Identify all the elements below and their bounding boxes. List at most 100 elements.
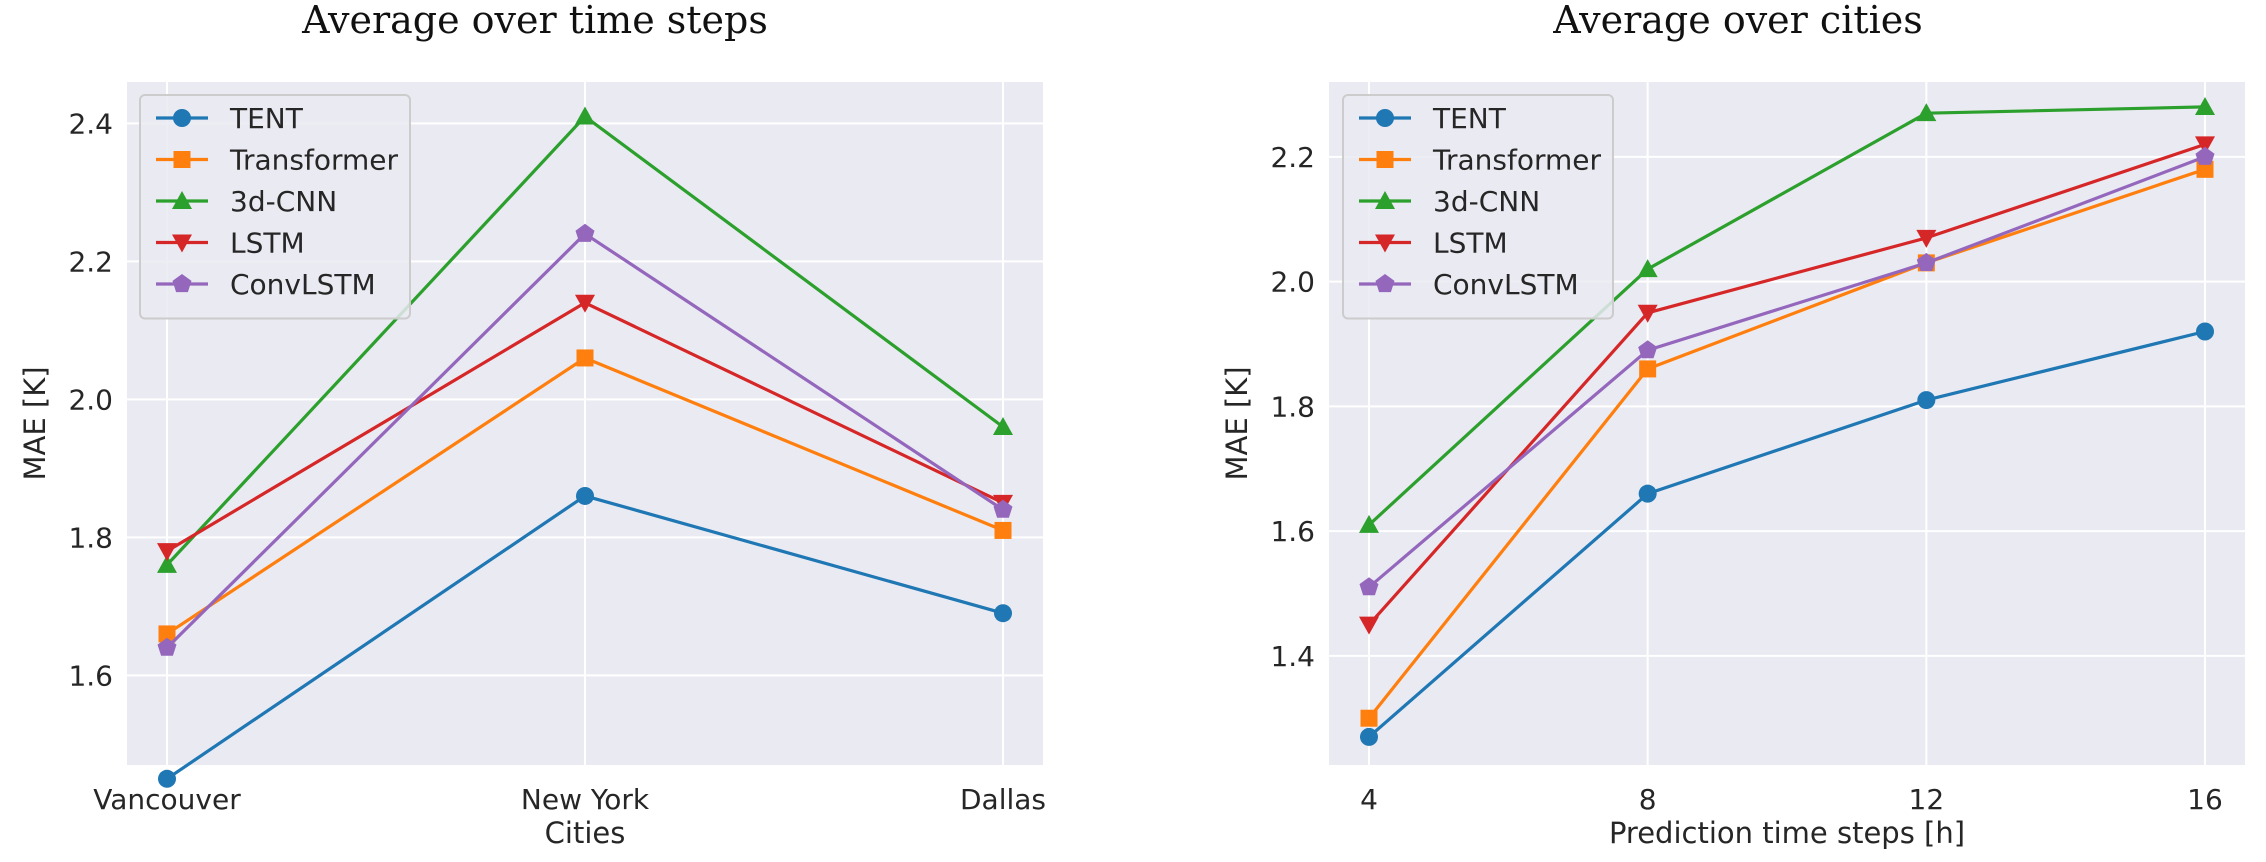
- legend-marker: [1375, 191, 1395, 209]
- y-axis-label: MAE [K]: [1220, 366, 1254, 480]
- legend-item-convlstm: ConvLSTM: [1359, 268, 1579, 301]
- series-line: [1367, 155, 2206, 589]
- data-point: [575, 106, 595, 125]
- data-point: [157, 637, 177, 656]
- legend-label: ConvLSTM: [1433, 268, 1579, 301]
- series-line: [1367, 105, 2206, 527]
- legend-box: [139, 94, 411, 320]
- y-tick-label: 2.4: [68, 107, 113, 140]
- y-axis-label: MAE [K]: [18, 366, 52, 480]
- data-point: [158, 625, 176, 643]
- chart-time-steps: Average over cities 1.4 1.6 1.8 2.0 2.2 4 8 12 16…: [1220, 0, 2245, 850]
- x-axis-label: Prediction time steps [h]: [1609, 816, 1965, 850]
- data-point: [1360, 709, 1378, 727]
- x-tick-label: 12: [1909, 783, 1945, 816]
- series-convlstm: [1359, 146, 2215, 596]
- legend-item-convlstm: ConvLSTM: [156, 268, 376, 301]
- y-tick-label: 2.2: [68, 245, 113, 278]
- data-point: [1359, 514, 1379, 533]
- legend-marker: [1375, 274, 1395, 293]
- legend-label: Transformer: [1432, 144, 1602, 177]
- data-point: [993, 416, 1013, 435]
- series-transformer: [158, 349, 1012, 643]
- legend-marker: [1376, 151, 1394, 168]
- series-convlstm: [157, 223, 1013, 656]
- y-tick-label: 1.6: [1270, 515, 1315, 548]
- data-point: [2195, 136, 2215, 155]
- data-point: [1637, 304, 1658, 323]
- legend-marker: [1376, 109, 1394, 127]
- data-point: [1916, 229, 1937, 248]
- data-point: [2196, 160, 2214, 178]
- legend-label: 3d-CNN: [230, 185, 337, 218]
- legend-marker: [172, 191, 192, 209]
- legend-item-3d-cnn: 3d-CNN: [156, 185, 337, 218]
- legend-marker: [1375, 234, 1395, 253]
- data-point: [575, 223, 595, 242]
- legend-marker: [172, 274, 192, 293]
- legend-label: TENT: [1432, 102, 1507, 135]
- series-line: [1367, 329, 2206, 739]
- series-tent: [1360, 322, 2214, 746]
- legend-item-lstm: LSTM: [1359, 227, 1508, 260]
- data-point: [1359, 577, 1379, 596]
- data-point: [1359, 616, 1379, 635]
- data-point: [157, 554, 177, 573]
- y-tick-label: 2.0: [1270, 266, 1315, 299]
- y-tick-label: 1.6: [68, 659, 113, 692]
- legend-item-tent: TENT: [1359, 102, 1507, 135]
- legend-item-tent: TENT: [156, 102, 304, 135]
- data-point: [576, 486, 594, 505]
- series-3d-cnn: [157, 106, 1013, 573]
- data-point: [576, 349, 594, 367]
- x-tick-label: 8: [1639, 783, 1657, 816]
- data-point: [575, 294, 595, 313]
- data-point: [157, 543, 177, 562]
- y-tick-label: 2.2: [1270, 141, 1315, 174]
- legend: TENT Transformer 3d-CNN LSTM ConvLSTM: [1342, 94, 1614, 320]
- y-tick-label: 1.4: [1270, 640, 1315, 673]
- legend-box: [1342, 94, 1614, 320]
- chart-title: Average over time steps: [301, 0, 768, 42]
- legend-label: LSTM: [1433, 227, 1508, 260]
- data-point: [1638, 484, 1657, 503]
- y-tick-label: 1.8: [68, 521, 113, 554]
- x-tick-label: Vancouver: [93, 783, 241, 816]
- chart-cities: Average over time steps 1.6 1.8 2.0 2.2 2.4 Va…: [18, 0, 1046, 850]
- data-point: [1637, 259, 1658, 278]
- x-tick-label: New York: [521, 783, 650, 816]
- chart-title: Average over cities: [1552, 0, 1923, 42]
- series-3d-cnn: [1359, 96, 2215, 533]
- legend-marker: [172, 234, 192, 253]
- legend-label: Transformer: [229, 144, 399, 177]
- x-axis-label: Cities: [545, 816, 626, 850]
- data-point: [993, 499, 1013, 518]
- legend-item-3d-cnn: 3d-CNN: [1359, 185, 1540, 218]
- data-point: [1916, 252, 1936, 271]
- data-point: [2195, 146, 2215, 165]
- legend-marker: [173, 151, 191, 168]
- legend-label: 3d-CNN: [1433, 185, 1540, 218]
- legend-marker: [173, 109, 191, 127]
- legend-label: TENT: [229, 102, 304, 135]
- y-tick-label: 2.0: [68, 383, 113, 416]
- x-tick-label: Dallas: [960, 783, 1046, 816]
- data-point: [158, 769, 176, 788]
- y-tick-label: 1.8: [1270, 390, 1315, 423]
- x-tick-label: 4: [1360, 783, 1378, 816]
- data-point: [1360, 727, 1378, 746]
- legend-label: LSTM: [230, 227, 305, 260]
- series-tent: [158, 486, 1012, 788]
- x-tick-label: 16: [2187, 783, 2223, 816]
- data-point: [994, 604, 1012, 623]
- legend-item-lstm: LSTM: [156, 227, 305, 260]
- data-point: [1638, 340, 1658, 359]
- data-point: [1917, 391, 1936, 410]
- legend-item-transformer: Transformer: [156, 144, 399, 177]
- legend-label: ConvLSTM: [230, 268, 376, 301]
- data-point: [2195, 96, 2215, 115]
- data-point: [1916, 103, 1937, 122]
- data-point: [1639, 360, 1657, 378]
- legend: TENT Transformer 3d-CNN LSTM ConvLSTM: [139, 94, 411, 320]
